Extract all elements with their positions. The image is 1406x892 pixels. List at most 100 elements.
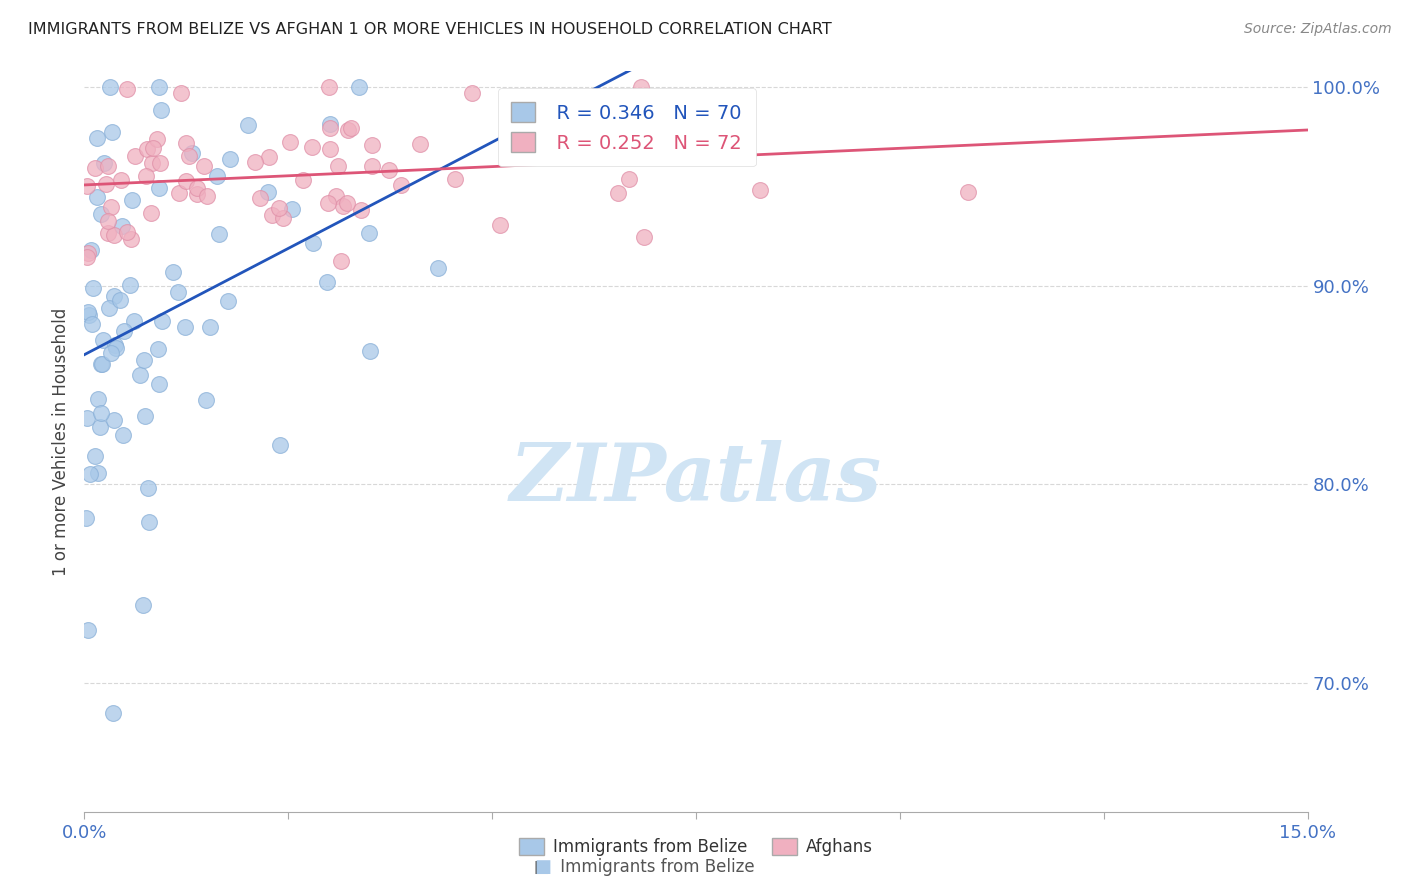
Point [186,186,208,201]
Point [110,293,132,307]
Point [76,250,98,264]
Point [148,80,170,95]
Point [195,392,218,407]
Point [205,169,228,184]
Point [139,205,162,219]
Point [136,481,159,495]
Point [633,230,655,244]
Point [617,172,640,186]
Point [193,159,215,173]
Point [77,624,100,638]
Point [292,173,315,187]
Text: ZIPatlas: ZIPatlas [510,440,882,517]
Point [257,150,280,164]
Point [97,214,120,228]
Point [347,80,370,95]
Point [409,136,432,151]
Point [257,186,280,200]
Text: IMMIGRANTS FROM BELIZE VS AFGHAN 1 OR MORE VEHICLES IN HOUSEHOLD CORRELATION CHA: IMMIGRANTS FROM BELIZE VS AFGHAN 1 OR MO… [28,22,832,37]
Text: Source: ZipAtlas.com: Source: ZipAtlas.com [1244,22,1392,37]
Point [173,320,195,334]
Point [110,173,132,187]
Point [319,142,342,156]
Point [329,253,352,268]
Point [103,413,125,427]
Point [80,317,103,331]
Point [361,137,384,152]
Point [515,137,537,152]
Point [461,87,484,101]
Point [120,278,142,293]
Point [278,135,301,149]
Point [111,428,134,442]
Point [630,120,652,134]
Point [586,130,609,145]
Text: ■  Immigrants from Belize: ■ Immigrants from Belize [534,858,755,876]
Point [269,438,291,452]
Point [335,195,357,210]
Point [103,288,125,302]
Point [91,334,114,348]
Point [87,392,110,406]
Point [97,159,120,173]
Point [332,199,354,213]
Point [138,515,160,529]
Point [124,149,146,163]
Point [162,265,184,279]
Point [120,232,142,246]
Point [129,368,152,383]
Point [87,466,110,480]
Point [86,190,108,204]
Point [100,345,122,359]
Point [96,226,118,240]
Point [359,226,381,240]
Point [89,420,111,434]
Point [93,156,115,170]
Point [174,136,197,150]
Point [146,342,169,356]
Point [100,200,122,214]
Point [281,202,304,216]
Point [337,123,360,137]
Point [132,598,155,612]
Point [91,357,114,371]
Point [148,377,170,392]
Y-axis label: 1 or more Vehicles in Household: 1 or more Vehicles in Household [52,308,70,575]
Point [426,261,449,276]
Point [104,337,127,351]
Point [443,171,465,186]
Point [315,275,337,289]
Point [84,449,107,463]
Point [957,185,980,199]
Point [748,183,770,197]
Point [90,207,112,221]
Point [98,80,121,95]
Point [637,127,659,141]
Point [97,301,120,315]
Point [79,467,101,482]
Point [350,202,373,217]
Point [208,227,231,241]
Point [77,309,100,323]
Point [122,314,145,328]
Point [169,86,191,100]
Point [167,285,190,299]
Point [101,706,124,720]
Point [76,410,98,425]
Point [142,141,165,155]
Point [489,218,512,232]
Point [179,148,201,162]
Point [318,196,340,211]
Point [134,409,156,424]
Point [77,245,100,260]
Point [135,169,157,184]
Point [150,314,173,328]
Point [121,193,143,207]
Point [217,293,239,308]
Point [630,80,652,95]
Point [136,142,159,156]
Point [75,511,97,525]
Point [607,186,630,200]
Point [238,118,260,132]
Point [318,80,340,95]
